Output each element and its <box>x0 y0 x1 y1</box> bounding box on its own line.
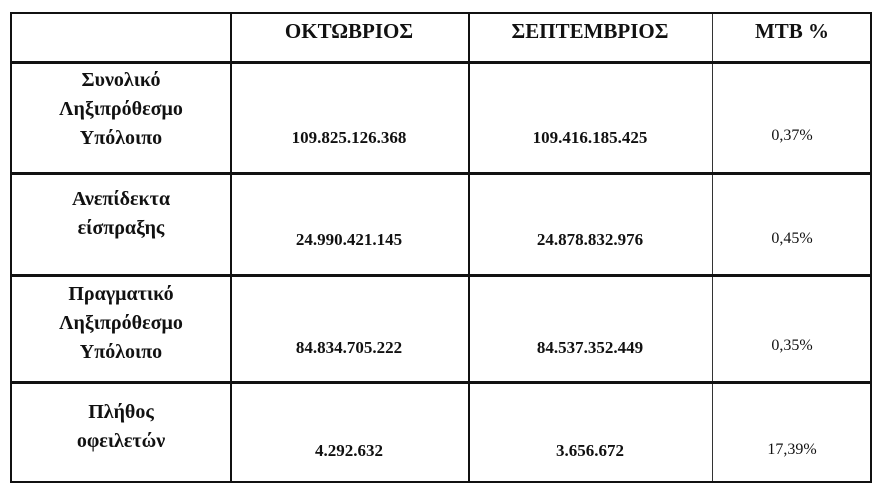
label-line: Υπόλοιπο <box>79 127 163 149</box>
mtb-value: 0,45% <box>771 230 813 247</box>
header-september: ΣΕΠΤΕΜΒΡΙΟΣ <box>511 19 669 43</box>
row-divider <box>12 61 870 64</box>
label-line: Υπόλοιπο <box>79 341 163 363</box>
row-divider <box>12 381 870 384</box>
row-divider <box>12 172 870 175</box>
row-label: Συνολικό Ληξιπρόθεσμο Υπόλοιπο <box>12 66 230 153</box>
label-line: Συνολικό <box>81 69 161 91</box>
september-value: 3.656.672 <box>556 441 624 460</box>
column-divider <box>712 14 713 481</box>
row-divider <box>12 274 870 277</box>
label-line: Πραγματικό <box>68 283 174 305</box>
september-value: 84.537.352.449 <box>536 338 644 357</box>
data-table: ΟΚΤΩΒΡΙΟΣ ΣΕΠΤΕΜΒΡΙΟΣ ΜΤΒ % Συνολικό Ληξ… <box>10 12 872 483</box>
label-line: Ληξιπρόθεσμο <box>59 312 183 334</box>
mtb-value: 0,37% <box>771 127 813 144</box>
row-label: Πλήθος οφειλετών <box>12 398 230 456</box>
september-value: 24.878.832.976 <box>536 230 644 249</box>
column-divider <box>468 14 470 481</box>
label-line: Ληξιπρόθεσμο <box>59 98 183 120</box>
mtb-value: 0,35% <box>771 337 813 354</box>
header-october: ΟΚΤΩΒΡΙΟΣ <box>284 19 414 43</box>
row-label: Πραγματικό Ληξιπρόθεσμο Υπόλοιπο <box>12 280 230 367</box>
label-line: οφειλετών <box>76 430 166 452</box>
label-line: είσπραξης <box>77 217 165 239</box>
label-line: Πλήθος <box>88 401 154 423</box>
mtb-value: 17,39% <box>767 441 817 458</box>
header-mtb: ΜΤΒ % <box>754 19 830 43</box>
october-value: 109.825.126.368 <box>291 128 407 147</box>
october-value: 4.292.632 <box>315 441 383 460</box>
column-divider <box>230 14 232 481</box>
october-value: 24.990.421.145 <box>295 230 403 249</box>
row-label: Ανεπίδεκτα είσπραξης <box>12 185 230 243</box>
september-value: 109.416.185.425 <box>532 128 648 147</box>
october-value: 84.834.705.222 <box>295 338 403 357</box>
label-line: Ανεπίδεκτα <box>71 188 170 210</box>
